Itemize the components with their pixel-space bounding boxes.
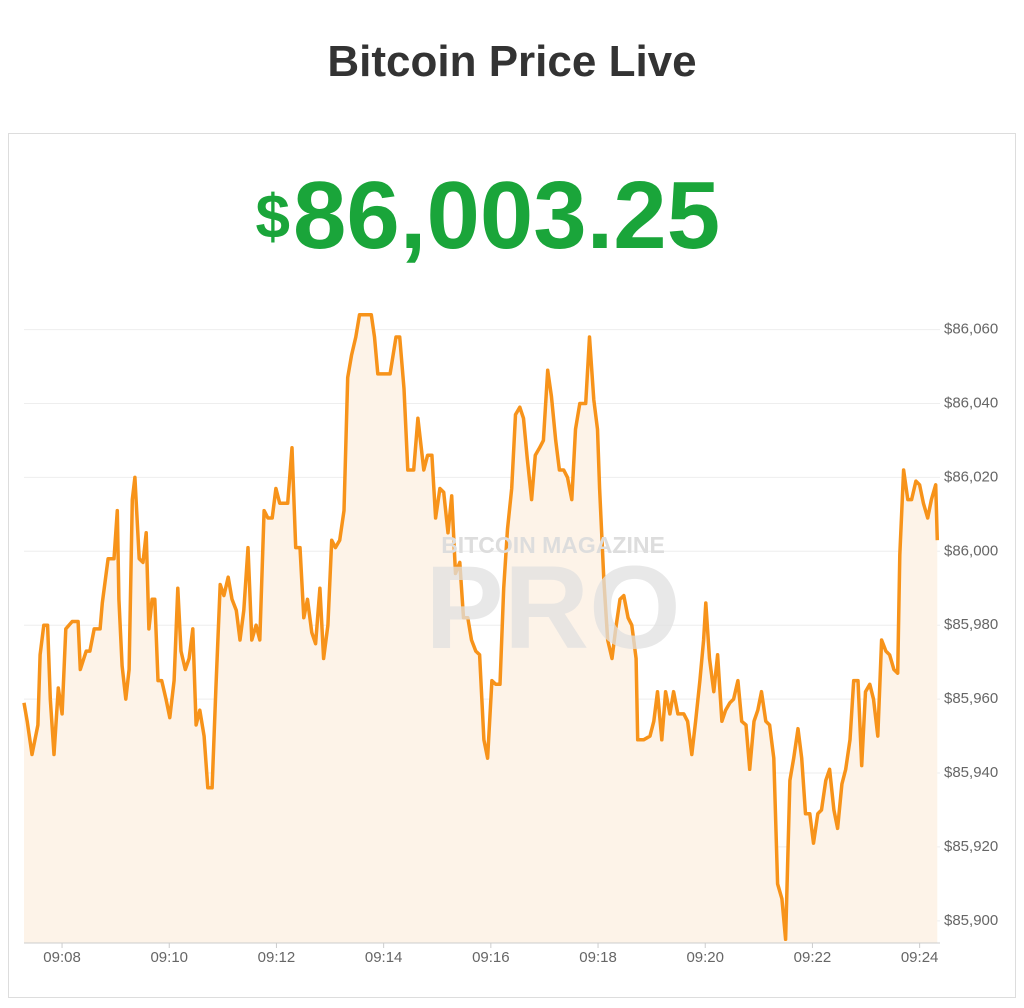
- page-title: Bitcoin Price Live: [327, 37, 696, 86]
- y-tick-label: $86,060: [944, 321, 998, 338]
- price-amount: 86,003.25: [293, 162, 720, 269]
- plot: $85,900 $85,920 $85,940 $85,960 $85,980 $86,0…: [22, 313, 998, 966]
- y-tick-label: $85,940: [944, 764, 998, 781]
- y-tick-label: $85,980: [944, 616, 998, 633]
- x-tick-label: 09:08: [43, 949, 81, 966]
- y-tick-label: $85,900: [944, 912, 998, 929]
- x-tick-label: 09:18: [579, 949, 617, 966]
- y-tick-label: $85,960: [944, 690, 998, 707]
- x-tick-label: 09:24: [901, 949, 939, 966]
- area-fill: [24, 314, 938, 943]
- x-tick-label: 09:16: [472, 949, 510, 966]
- y-tick-label: $86,020: [944, 468, 998, 485]
- watermark-brand: BITCOIN MAGAZINE: [441, 532, 665, 558]
- y-tick-label: $85,920: [944, 838, 998, 855]
- x-tick-label: 09:10: [150, 949, 188, 966]
- watermark-product: PRO: [425, 542, 681, 674]
- x-tick-label: 09:20: [686, 949, 724, 966]
- y-tick-label: $86,000: [944, 542, 998, 559]
- price-line: [22, 313, 940, 942]
- x-tick-label: 09:14: [365, 949, 403, 966]
- x-tick-label: 09:22: [794, 949, 832, 966]
- x-tick-label: 09:12: [258, 949, 296, 966]
- y-tick-label: $86,040: [944, 394, 998, 411]
- currency-symbol: $: [256, 183, 290, 252]
